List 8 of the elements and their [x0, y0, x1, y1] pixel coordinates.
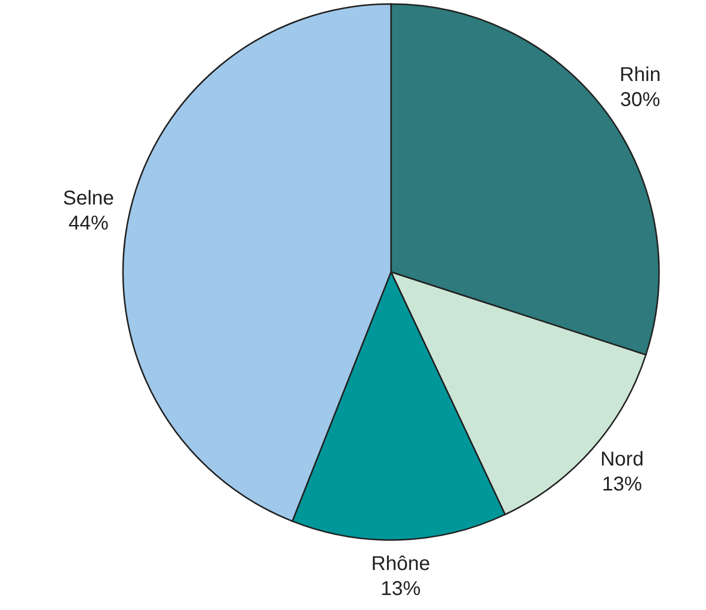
- slice-label: Selne: [62, 187, 114, 210]
- data-label: 30%: [620, 88, 660, 111]
- data-label: 13%: [380, 578, 421, 600]
- slice-label: Nord: [600, 448, 644, 471]
- slice-label: Rhône: [371, 552, 430, 575]
- data-label: 44%: [68, 212, 109, 234]
- data-label: 13%: [602, 474, 642, 496]
- slice-label: Rhin: [620, 64, 661, 86]
